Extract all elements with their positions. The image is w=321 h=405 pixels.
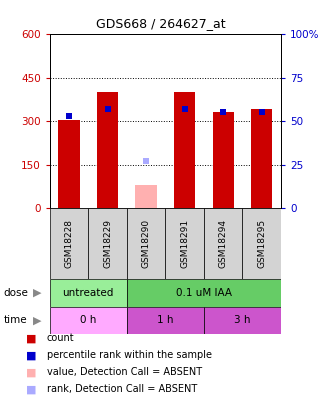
Text: untreated: untreated [63, 288, 114, 298]
Bar [165, 208, 204, 279]
Text: dose: dose [3, 288, 28, 298]
Text: GSM18291: GSM18291 [180, 219, 189, 268]
Text: 3 h: 3 h [234, 315, 251, 325]
Text: value, Detection Call = ABSENT: value, Detection Call = ABSENT [47, 367, 202, 377]
Bar [88, 208, 127, 279]
Bar [242, 208, 281, 279]
Text: GSM18294: GSM18294 [219, 219, 228, 268]
Text: count: count [47, 333, 74, 343]
Bar [135, 185, 157, 208]
Bar [174, 92, 195, 208]
Text: ■: ■ [26, 350, 36, 360]
Bar [213, 113, 234, 208]
Text: 0.1 uM IAA: 0.1 uM IAA [176, 288, 232, 298]
Bar [127, 307, 204, 334]
Bar [97, 92, 118, 208]
Text: GSM18290: GSM18290 [142, 219, 151, 268]
Text: ▶: ▶ [33, 315, 41, 325]
Text: GDS668 / 264627_at: GDS668 / 264627_at [96, 17, 225, 30]
Bar [50, 279, 127, 307]
Text: ■: ■ [26, 333, 36, 343]
Bar [127, 208, 165, 279]
Text: ▶: ▶ [33, 288, 41, 298]
Bar [58, 119, 80, 208]
Text: rank, Detection Call = ABSENT: rank, Detection Call = ABSENT [47, 384, 197, 394]
Text: ■: ■ [26, 367, 36, 377]
Text: GSM18228: GSM18228 [65, 219, 74, 268]
Bar [204, 208, 242, 279]
Text: GSM18295: GSM18295 [257, 219, 266, 268]
Text: time: time [3, 315, 27, 325]
Bar [127, 279, 281, 307]
Text: ■: ■ [26, 384, 36, 394]
Text: percentile rank within the sample: percentile rank within the sample [47, 350, 212, 360]
Text: 0 h: 0 h [80, 315, 97, 325]
Text: GSM18229: GSM18229 [103, 219, 112, 268]
Bar [204, 307, 281, 334]
Bar [50, 307, 127, 334]
Bar [50, 208, 88, 279]
Text: 1 h: 1 h [157, 315, 174, 325]
Bar [251, 109, 272, 208]
